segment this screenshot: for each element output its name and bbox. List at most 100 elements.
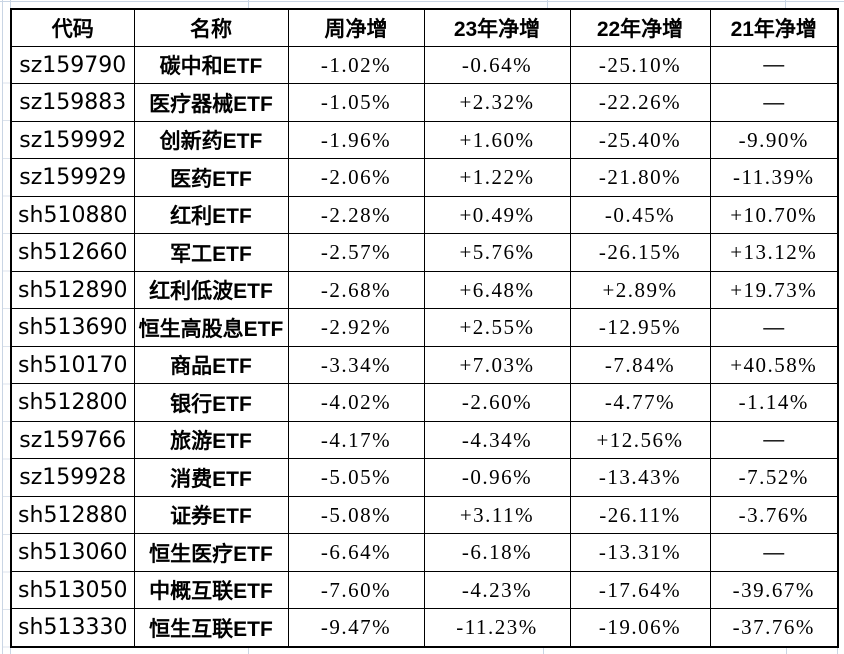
change-2021-cell: — — [709, 308, 839, 347]
change-2023-cell: -11.23% — [423, 608, 571, 648]
name-cell: 红利ETF — [133, 195, 289, 235]
change-2023-cell: -4.23% — [423, 570, 571, 610]
name-cell: 中概互联ETF — [133, 570, 289, 610]
name-cell: 碳中和ETF — [133, 45, 289, 85]
week-change-cell: -6.64% — [287, 533, 425, 572]
week-change-cell: -1.96% — [287, 120, 425, 160]
column-header-2022: 22年净增 — [569, 8, 711, 47]
change-2023-cell: +2.32% — [423, 83, 571, 122]
change-2022-cell: +12.56% — [569, 420, 711, 460]
week-change-cell: -2.28% — [287, 195, 425, 235]
name-cell: 恒生互联ETF — [133, 608, 289, 648]
code-cell: sh510880 — [10, 195, 135, 235]
gridline-stub — [248, 0, 249, 8]
change-2023-cell: -2.60% — [423, 383, 571, 422]
week-change-cell: -9.47% — [287, 608, 425, 648]
change-2021-cell: +40.58% — [709, 345, 839, 385]
name-cell: 银行ETF — [133, 383, 289, 422]
change-2021-cell: -9.90% — [709, 120, 839, 160]
column-header-week: 周净增 — [287, 8, 425, 47]
change-2022-cell: -7.84% — [569, 345, 711, 385]
change-2022-cell: -22.26% — [569, 83, 711, 122]
table-row: sh512800 银行ETF -4.02% -2.60% -4.77% -1.14% — [10, 383, 839, 422]
change-2022-cell: -13.43% — [569, 458, 711, 497]
change-2022-cell: -17.64% — [569, 570, 711, 610]
week-change-cell: -1.05% — [287, 83, 425, 122]
table-row: sh510880 红利ETF -2.28% +0.49% -0.45% +10.70% — [10, 195, 839, 235]
code-cell: sz159928 — [10, 458, 135, 497]
change-2021-cell: -37.76% — [709, 608, 839, 648]
gridline-top — [0, 1, 844, 2]
column-header-2023: 23年净增 — [423, 8, 571, 47]
week-change-cell: -1.02% — [287, 45, 425, 85]
table-row: sz159790 碳中和ETF -1.02% -0.64% -25.10% — — [10, 45, 839, 85]
gridline-stub — [248, 648, 249, 654]
change-2022-cell: -21.80% — [569, 158, 711, 197]
week-change-cell: -5.05% — [287, 458, 425, 497]
table-row: sz159992 创新药ETF -1.96% +1.60% -25.40% -9.90% — [10, 120, 839, 160]
change-2021-cell: — — [709, 420, 839, 460]
column-header-code: 代码 — [10, 8, 135, 47]
name-cell: 红利低波ETF — [133, 270, 289, 310]
code-cell: sh513690 — [10, 308, 135, 347]
gridline-row-stubs — [3, 46, 10, 648]
change-2022-cell: -4.77% — [569, 383, 711, 422]
table-row: sh510170 商品ETF -3.34% +7.03% -7.84% +40.58% — [10, 345, 839, 385]
name-cell: 恒生医疗ETF — [133, 533, 289, 572]
code-cell: sh512880 — [10, 495, 135, 535]
table-row: sz159883 医疗器械ETF -1.05% +2.32% -22.26% — — [10, 83, 839, 122]
etf-performance-table: 代码 名称 周净增 23年净增 22年净增 21年净增 sz159790 碳中和E… — [10, 8, 839, 648]
table-row: sh512890 红利低波ETF -2.68% +6.48% +2.89% +19.73% — [10, 270, 839, 310]
code-cell: sz159992 — [10, 120, 135, 160]
name-cell: 医疗器械ETF — [133, 83, 289, 122]
change-2022-cell: -26.11% — [569, 495, 711, 535]
change-2021-cell: -11.39% — [709, 158, 839, 197]
change-2022-cell: -25.40% — [569, 120, 711, 160]
change-2021-cell: +13.12% — [709, 233, 839, 272]
change-2023-cell: +7.03% — [423, 345, 571, 385]
name-cell: 证券ETF — [133, 495, 289, 535]
gridline-stub — [10, 0, 11, 8]
gridline-stub — [543, 648, 544, 654]
gridline-stub — [10, 648, 11, 654]
code-cell: sh513060 — [10, 533, 135, 572]
change-2021-cell: -39.67% — [709, 570, 839, 610]
week-change-cell: -2.57% — [287, 233, 425, 272]
change-2021-cell: -1.14% — [709, 383, 839, 422]
table-row: sh512880 证券ETF -5.08% +3.11% -26.11% -3.76% — [10, 495, 839, 535]
table-row: sh513690 恒生高股息ETF -2.92% +2.55% -12.95% — — [10, 308, 839, 347]
change-2023-cell: -6.18% — [423, 533, 571, 572]
name-cell: 军工ETF — [133, 233, 289, 272]
table-row: sz159928 消费ETF -5.05% -0.96% -13.43% -7.52% — [10, 458, 839, 497]
column-header-name: 名称 — [133, 8, 289, 47]
code-cell: sh513330 — [10, 608, 135, 648]
gridline-left — [2, 0, 3, 654]
gridline-stub — [547, 0, 548, 8]
code-cell: sh512890 — [10, 270, 135, 310]
change-2022-cell: +2.89% — [569, 270, 711, 310]
change-2021-cell: -3.76% — [709, 495, 839, 535]
code-cell: sz159766 — [10, 420, 135, 460]
week-change-cell: -2.92% — [287, 308, 425, 347]
code-cell: sh512800 — [10, 383, 135, 422]
name-cell: 医药ETF — [133, 158, 289, 197]
change-2022-cell: -0.45% — [569, 195, 711, 235]
code-cell: sh513050 — [10, 570, 135, 610]
gridline-stub — [786, 648, 787, 654]
table-row: sh513050 中概互联ETF -7.60% -4.23% -17.64% -39.67… — [10, 570, 839, 610]
change-2022-cell: -12.95% — [569, 308, 711, 347]
change-2023-cell: -0.64% — [423, 45, 571, 85]
table-row: sz159766 旅游ETF -4.17% -4.34% +12.56% — — [10, 420, 839, 460]
name-cell: 创新药ETF — [133, 120, 289, 160]
code-cell: sz159883 — [10, 83, 135, 122]
code-cell: sz159790 — [10, 45, 135, 85]
table-row: sh513060 恒生医疗ETF -6.64% -6.18% -13.31% — — [10, 533, 839, 572]
change-2021-cell: +19.73% — [709, 270, 839, 310]
week-change-cell: -4.17% — [287, 420, 425, 460]
change-2022-cell: -26.15% — [569, 233, 711, 272]
change-2022-cell: -19.06% — [569, 608, 711, 648]
gridline-stub — [785, 0, 786, 8]
change-2023-cell: -4.34% — [423, 420, 571, 460]
name-cell: 商品ETF — [133, 345, 289, 385]
week-change-cell: -5.08% — [287, 495, 425, 535]
